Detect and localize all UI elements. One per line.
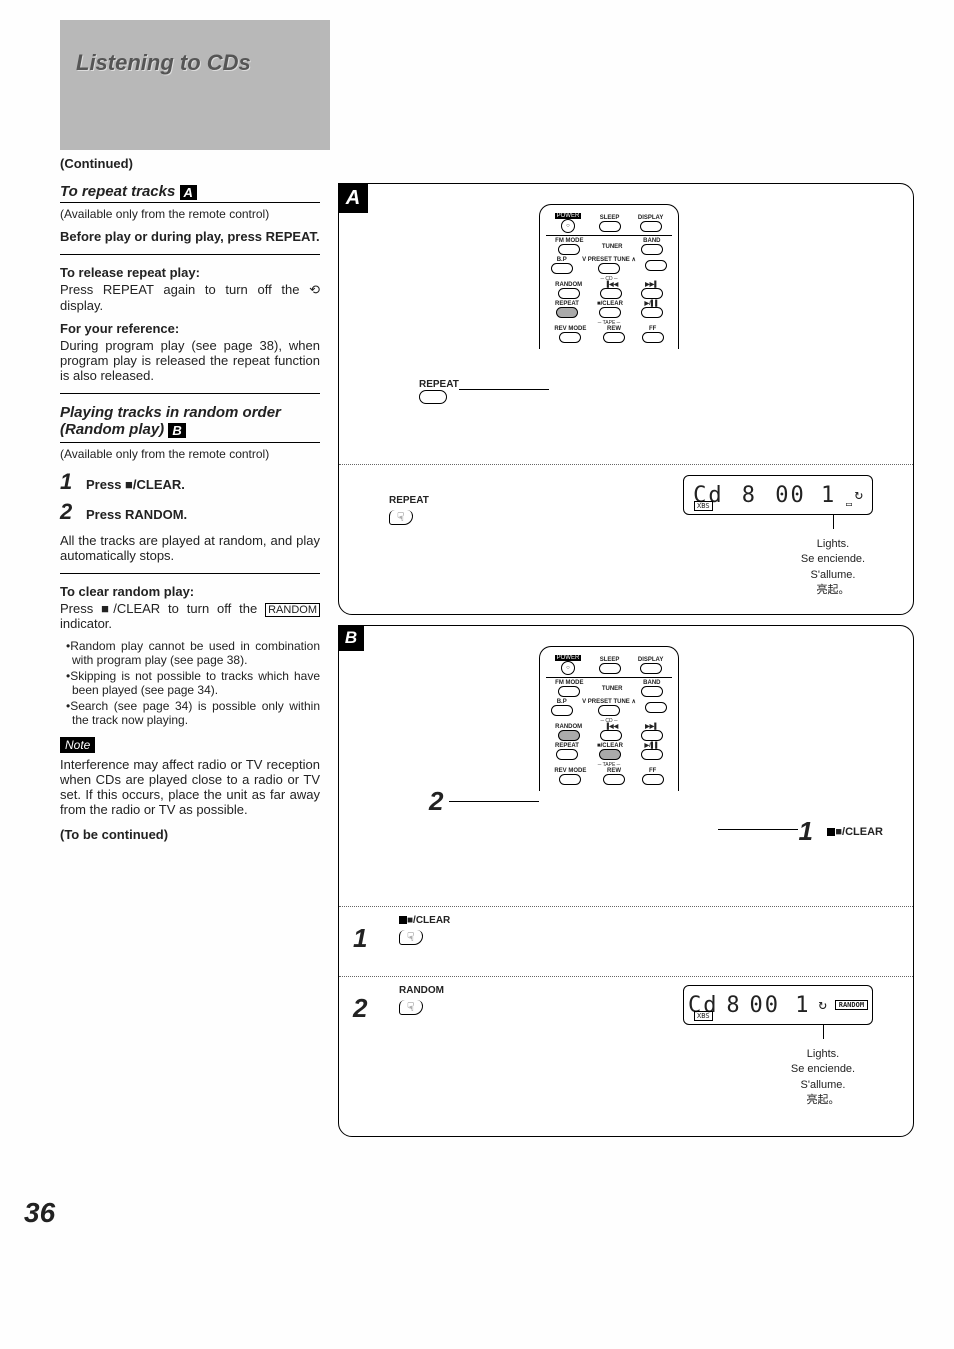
page-title: Listening to CDs	[76, 50, 251, 76]
clear-body: Press ■/CLEAR to turn off the RANDOM ind…	[60, 601, 320, 631]
random-press-label: RANDOM	[399, 985, 444, 996]
tag-b-icon: B	[168, 423, 185, 438]
tracks-seg: 8	[742, 483, 757, 508]
rew-button	[603, 332, 625, 343]
tune-up-button	[645, 260, 667, 271]
panel-a-display: REPEAT Cd 8 00 1 ↻ XBS ▭	[339, 464, 913, 614]
repeat-callout: REPEAT	[419, 379, 459, 407]
step-1-num: 1	[60, 469, 76, 495]
prev-button	[600, 288, 622, 299]
panel-b-step2: 2 RANDOM Cd 8 00 1 ↻ XBS RANDOM	[339, 976, 913, 1136]
step-2-big: 2	[353, 993, 367, 1024]
note-body: Interference may affect radio or TV rece…	[60, 757, 320, 817]
panel-a: A REPEAT POWER○ SLEEP DISPLAY	[338, 183, 914, 615]
lights-es: Se enciende.	[793, 552, 873, 567]
remote-b: POWER○ SLEEP DISPLAY FM MODE TUNER BAND	[539, 646, 679, 791]
page-number: 36	[24, 1197, 55, 1229]
tape-icon: ▭	[846, 499, 852, 510]
band-button	[641, 244, 663, 255]
lights-en: Lights.	[793, 537, 873, 552]
power-button: ○	[561, 219, 575, 233]
bp-button	[551, 263, 573, 274]
clear-head: To clear random play:	[60, 584, 320, 599]
tag-a-icon: A	[180, 185, 197, 200]
panel-a-remote: REPEAT POWER○ SLEEP DISPLAY	[339, 184, 913, 464]
next-button	[641, 288, 663, 299]
lights-b: Lights. Se enciende. S'allume. 亮起。	[773, 1047, 873, 1109]
random-post: All the tracks are played at random, and…	[60, 533, 320, 563]
step-1-text: Press ■/CLEAR.	[86, 477, 185, 492]
remote-a: POWER○ SLEEP DISPLAY FM MODE TUNER BAND	[539, 204, 679, 349]
panel-b: B 2 1 ■/CLEAR POWER○ SLEEP	[338, 625, 914, 1137]
step-2-num: 2	[60, 499, 76, 525]
clear-body-2: indicator.	[60, 616, 112, 631]
display-label: DISPLAY	[638, 215, 663, 221]
random-boxed: RANDOM	[265, 603, 320, 617]
press-icon-2	[399, 996, 425, 1018]
step-1-big: 1	[353, 923, 367, 954]
lights-fr: S'allume.	[793, 568, 873, 583]
step-2: 2 Press RANDOM.	[60, 499, 320, 525]
note-label: Note	[60, 737, 95, 753]
right-column: A REPEAT POWER○ SLEEP DISPLAY	[338, 183, 914, 1147]
release-body: Press REPEAT again to turn off the ⟲ dis…	[60, 282, 320, 313]
ref-head: For your reference:	[60, 321, 320, 336]
section-b-heading: Playing tracks in random order (Random p…	[60, 404, 320, 438]
play-button	[641, 307, 663, 318]
step-1: 1 Press ■/CLEAR.	[60, 469, 320, 495]
left-column: To repeat tracks A (Available only from …	[60, 183, 320, 1147]
ff-button	[642, 332, 664, 343]
sleep-button	[599, 221, 621, 232]
clear-press-label: ■/CLEAR	[399, 915, 450, 926]
random-button-highlighted	[558, 730, 580, 741]
press-icon-1	[399, 926, 425, 948]
ref-body: During program play (see page 38), when …	[60, 338, 320, 383]
lcd-display-a: Cd 8 00 1 ↻ XBS ▭	[683, 475, 873, 515]
step-2-text: Press RANDOM.	[86, 507, 187, 522]
step-1-callout-num: 1	[799, 816, 813, 847]
time-seg: 00 1	[775, 483, 836, 508]
step-2-callout-num: 2	[429, 786, 443, 817]
sleep-label: SLEEP	[600, 215, 620, 221]
repeat-press: REPEAT	[389, 495, 429, 531]
clear-right-label: ■/CLEAR	[827, 826, 883, 838]
repeat-button-highlighted	[556, 307, 578, 318]
lcd-display-b: Cd 8 00 1 ↻ XBS RANDOM	[683, 985, 873, 1025]
to-be-continued: (To be continued)	[60, 827, 320, 842]
xbs-indicator: XBS	[694, 501, 713, 511]
vpreset-button	[598, 263, 620, 274]
section-a-heading: To repeat tracks A	[60, 183, 320, 203]
section-a-title: To repeat tracks	[60, 183, 175, 200]
repeat-callout-button-icon	[419, 390, 447, 404]
lights-zh: 亮起。	[793, 583, 873, 598]
bullet-2: •Skipping is not possible to tracks whic…	[66, 669, 320, 697]
repeat-icon-b: ↻	[818, 997, 826, 1013]
manual-page: Listening to CDs (Continued) To repeat t…	[0, 0, 954, 1349]
avail-b: (Available only from the remote control)	[60, 447, 320, 461]
lights-a: Lights. Se enciende. S'allume. 亮起。	[793, 537, 873, 599]
release-head: To release repeat play:	[60, 265, 320, 280]
revmode-button	[559, 332, 581, 343]
repeat-icon: ↻	[854, 487, 862, 503]
title-banner: Listening to CDs	[60, 20, 330, 150]
random-button	[558, 288, 580, 299]
panel-b-step1: 1 ■/CLEAR	[339, 906, 913, 976]
clear-body-1: Press ■/CLEAR to turn off the	[60, 601, 257, 616]
repeat-callout-label: REPEAT	[419, 379, 459, 390]
tuner-label: TUNER	[602, 244, 623, 250]
avail-a: (Available only from the remote control)	[60, 207, 320, 221]
bullet-1: •Random play cannot be used in combinati…	[66, 639, 320, 667]
random-indicator: RANDOM	[835, 1000, 868, 1010]
bullet-3: •Search (see page 34) is possible only w…	[66, 699, 320, 727]
instruction-a: Before play or during play, press REPEAT…	[60, 229, 320, 244]
repeat-press-label: REPEAT	[389, 495, 429, 506]
xbs-indicator-b: XBS	[694, 1011, 713, 1021]
fmmode-button	[558, 244, 580, 255]
press-icon	[389, 506, 415, 528]
clear-button	[599, 307, 621, 318]
panel-b-remote: 2 1 ■/CLEAR POWER○ SLEEP DISPLAY	[339, 626, 913, 906]
display-button	[640, 221, 662, 232]
continued-label: (Continued)	[60, 156, 914, 171]
clear-button-highlighted	[599, 749, 621, 760]
